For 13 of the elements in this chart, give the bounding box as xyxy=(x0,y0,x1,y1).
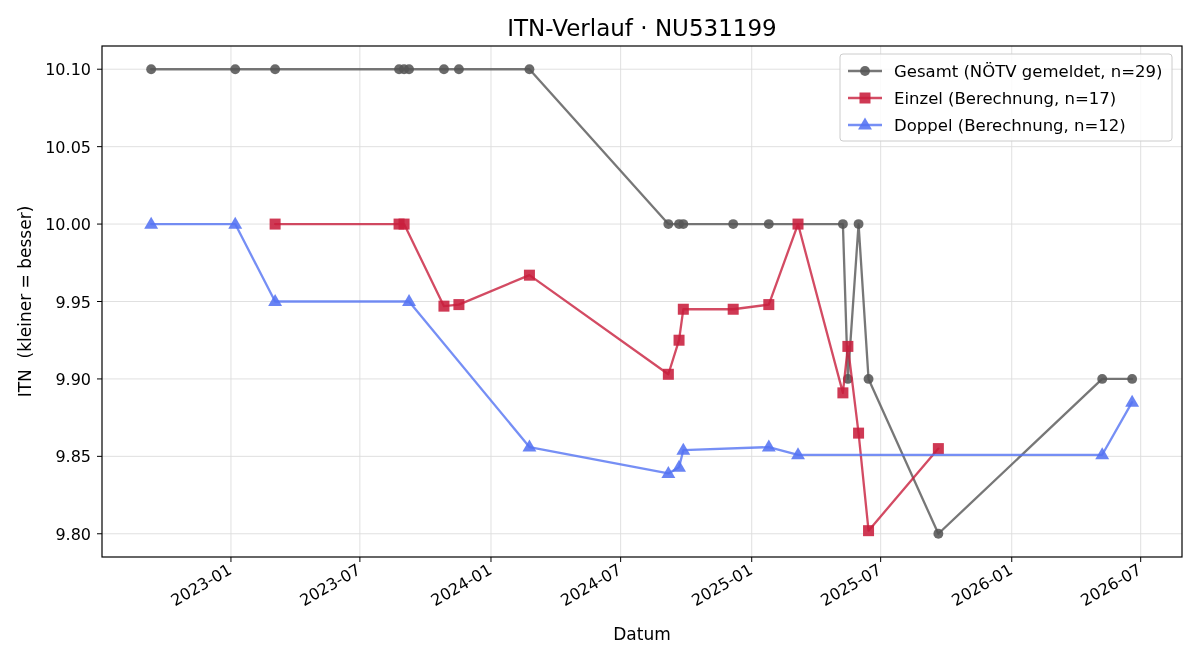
y-tick-label: 9.80 xyxy=(55,524,91,544)
y-tick-label: 9.90 xyxy=(55,369,91,389)
legend-label: Gesamt (NÖTV gemeldet, n=29) xyxy=(894,62,1163,81)
chart-title: ITN-Verlauf · NU531199 xyxy=(507,15,777,41)
y-tick-label: 10.10 xyxy=(45,60,91,80)
y-axis-title: ITN (kleiner = besser) xyxy=(15,205,35,398)
y-tick-label: 9.85 xyxy=(55,447,91,467)
y-tick-label: 10.05 xyxy=(45,137,91,157)
legend-label: Doppel (Berechnung, n=12) xyxy=(894,116,1126,135)
y-tick-label: 9.95 xyxy=(55,292,91,312)
x-axis-title: Datum xyxy=(613,624,671,644)
y-tick-label: 10.00 xyxy=(45,215,91,235)
legend-label: Einzel (Berechnung, n=17) xyxy=(894,89,1117,108)
